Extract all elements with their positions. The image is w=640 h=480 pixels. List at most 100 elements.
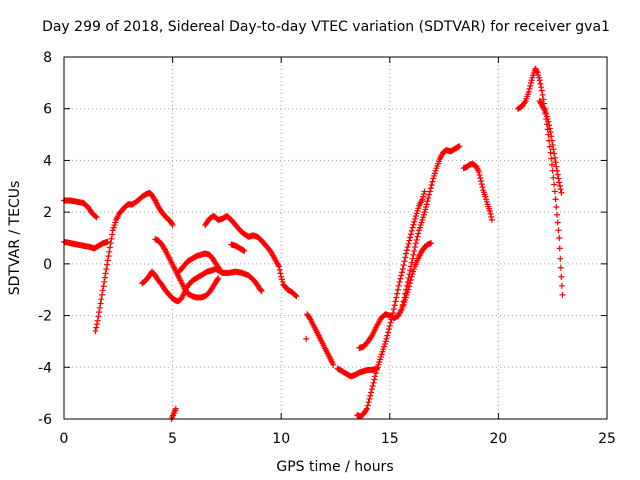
data-point: [408, 259, 415, 266]
data-point: [406, 237, 413, 244]
data-point: [539, 91, 546, 98]
data-point: [479, 184, 486, 191]
data-point: [106, 248, 113, 255]
x-tick-label: 20: [489, 431, 507, 447]
data-point: [364, 402, 371, 409]
data-point: [536, 77, 543, 84]
data-point: [537, 80, 544, 87]
data-point: [277, 270, 284, 277]
data-point: [104, 261, 111, 268]
data-point: [412, 244, 419, 251]
data-point: [372, 373, 379, 380]
data-point: [558, 189, 565, 196]
y-tick-label: 0: [43, 257, 52, 273]
data-point: [367, 392, 374, 399]
data-point: [487, 210, 494, 217]
data-point: [366, 395, 373, 402]
data-point: [558, 273, 565, 280]
data-point: [407, 234, 414, 241]
data-point: [405, 275, 412, 282]
data-point: [96, 309, 103, 316]
data-point: [549, 141, 556, 148]
data-point: [98, 296, 105, 303]
data-point: [424, 198, 431, 205]
data-point: [107, 240, 114, 247]
x-tick-label: 5: [168, 431, 177, 447]
data-point: [408, 227, 415, 234]
data-point: [427, 185, 434, 192]
y-tick-label: -2: [38, 309, 52, 325]
data-point: [102, 270, 109, 277]
data-point: [99, 287, 106, 294]
y-tick-label: -4: [38, 360, 52, 376]
data-point: [104, 257, 111, 264]
data-point: [103, 266, 110, 273]
data-point: [398, 272, 405, 279]
data-point: [401, 294, 408, 301]
data-point: [525, 88, 532, 95]
data-point: [101, 274, 108, 281]
data-point: [412, 240, 419, 247]
data-point: [94, 317, 101, 324]
data-point: [415, 230, 422, 237]
x-tick-label: 15: [381, 431, 399, 447]
data-point: [526, 85, 533, 92]
data-point: [426, 188, 433, 195]
data-point: [538, 84, 545, 91]
data-point: [399, 266, 406, 273]
data-point: [554, 211, 561, 218]
chart-title: Day 299 of 2018, Sidereal Day-to-day VTE…: [42, 19, 610, 35]
data-point: [92, 328, 99, 335]
data-point: [527, 82, 534, 89]
data-point: [558, 282, 565, 289]
data-point: [276, 263, 283, 270]
x-tick-label: 0: [60, 431, 69, 447]
y-tick-label: 6: [43, 102, 52, 118]
data-point: [553, 203, 560, 210]
data-point: [370, 379, 377, 386]
data-point: [521, 99, 528, 106]
data-point: [533, 68, 540, 75]
data-point: [292, 292, 299, 299]
data-point: [391, 302, 398, 309]
data-point: [552, 196, 559, 203]
data-point: [540, 96, 547, 103]
data-point: [550, 174, 557, 181]
data-point: [547, 149, 554, 156]
data-point: [478, 178, 485, 185]
data-point: [486, 207, 493, 214]
data-point: [101, 278, 108, 285]
data-point: [555, 175, 562, 182]
data-point: [105, 253, 112, 260]
data-point: [93, 214, 100, 221]
data-point: [303, 335, 310, 342]
data-point: [554, 219, 561, 226]
data-point: [540, 104, 547, 111]
data-point: [401, 258, 408, 265]
data-point: [169, 222, 176, 229]
x-tick-labels: 0 5 10 15 20 25: [60, 431, 616, 447]
data-point: [396, 278, 403, 285]
y-tick-label: 2: [43, 205, 52, 221]
data-point: [363, 405, 370, 412]
data-point: [330, 361, 337, 368]
data-point: [399, 302, 406, 309]
data-point: [385, 326, 392, 333]
x-tick-label: 10: [272, 431, 290, 447]
data-point: [368, 333, 375, 340]
data-point: [414, 233, 421, 240]
data-point: [218, 268, 225, 275]
data-point: [554, 167, 561, 174]
data-point: [406, 271, 413, 278]
data-point: [172, 405, 179, 412]
data-point: [404, 244, 411, 251]
data-point: [106, 244, 113, 251]
data-point: [413, 236, 420, 243]
data-point: [557, 264, 564, 271]
y-tick-label: 8: [43, 50, 52, 66]
data-point: [456, 143, 463, 150]
data-point: [96, 304, 103, 311]
data-point: [556, 245, 563, 252]
data-point: [425, 194, 432, 201]
data-point: [478, 181, 485, 188]
